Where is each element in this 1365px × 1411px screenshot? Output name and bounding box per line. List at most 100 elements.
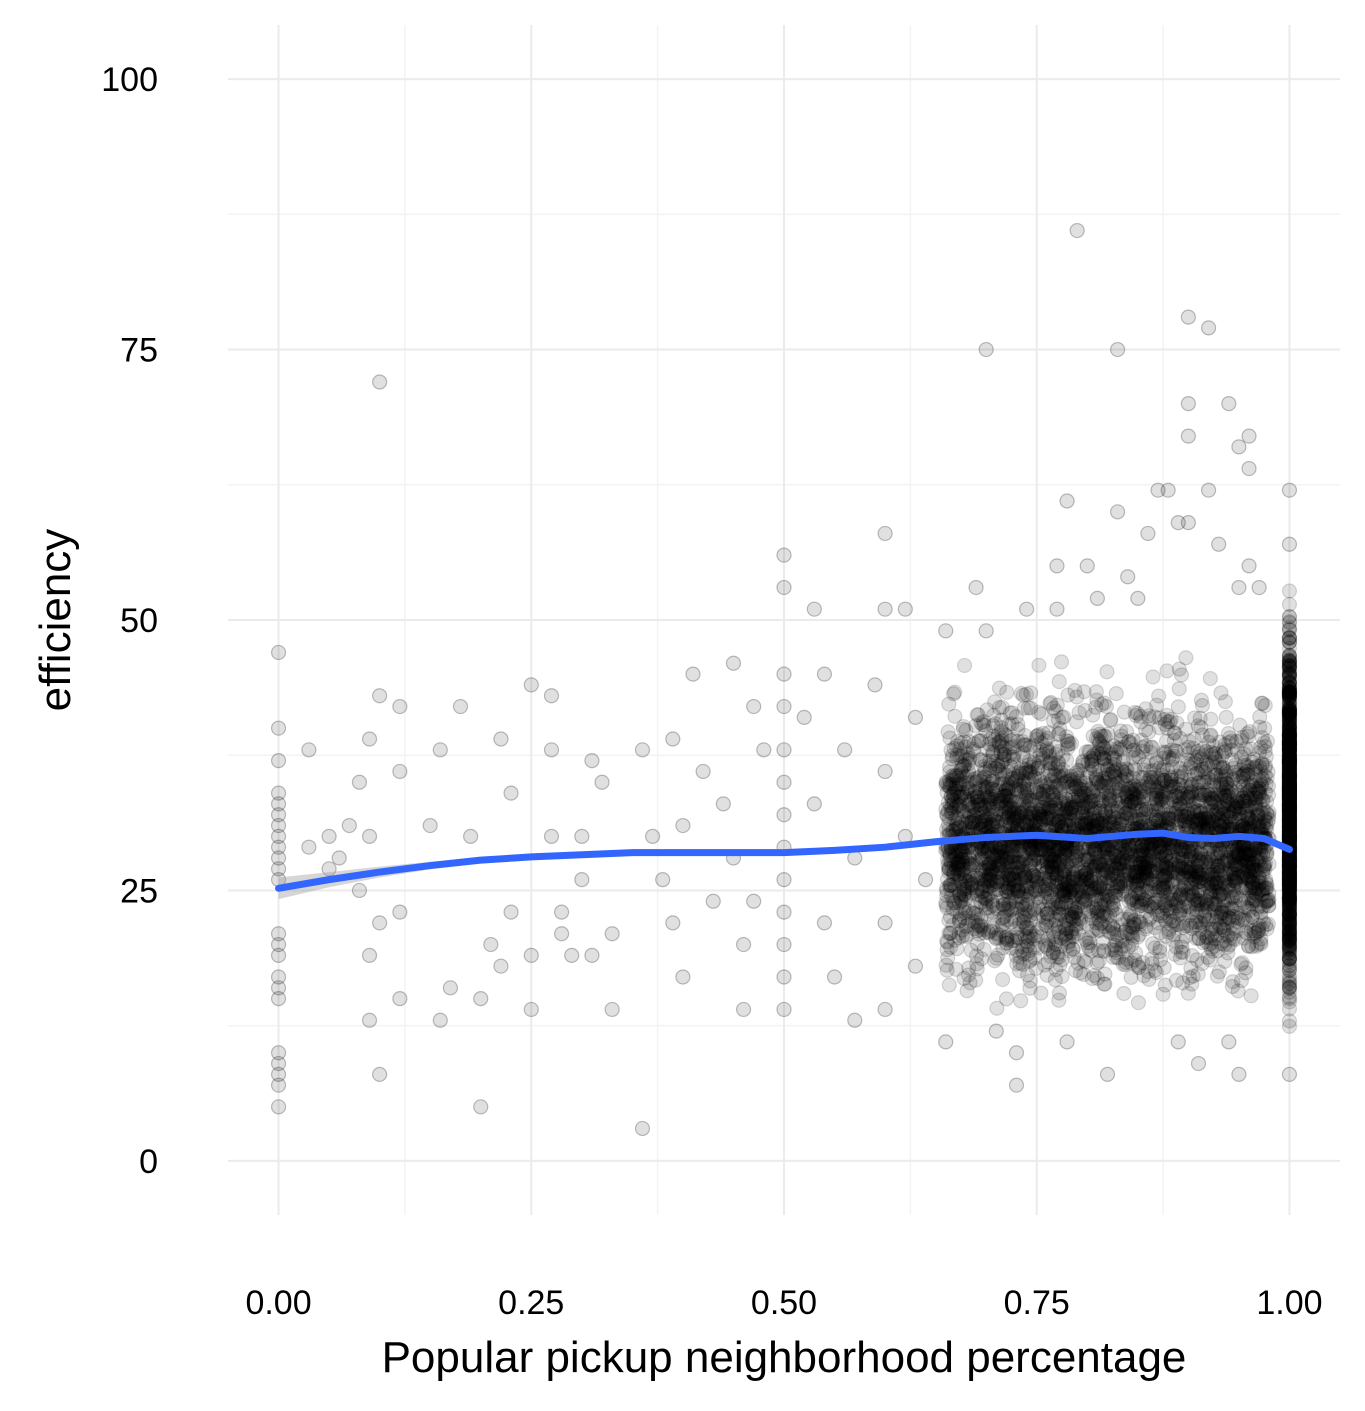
data-point xyxy=(1148,941,1162,955)
data-point xyxy=(1057,929,1071,943)
data-point xyxy=(1131,996,1145,1010)
data-point xyxy=(1158,978,1172,992)
data-point xyxy=(1253,720,1267,734)
data-point xyxy=(1149,802,1163,816)
data-point xyxy=(1159,785,1173,799)
data-point xyxy=(1246,876,1260,890)
data-point xyxy=(1170,744,1184,758)
data-point xyxy=(1175,786,1189,800)
data-point xyxy=(967,922,981,936)
data-point xyxy=(1282,1014,1296,1028)
data-point xyxy=(1139,702,1153,716)
data-point xyxy=(1020,784,1034,798)
data-point xyxy=(1142,725,1156,739)
data-point xyxy=(1222,736,1236,750)
data-point xyxy=(1108,849,1122,863)
data-point xyxy=(976,771,990,785)
data-point xyxy=(942,978,956,992)
data-point xyxy=(1244,924,1258,938)
data-point xyxy=(1052,986,1066,1000)
data-point xyxy=(1200,898,1214,912)
data-point xyxy=(1054,655,1068,669)
data-point xyxy=(1044,901,1058,915)
data-point xyxy=(970,957,984,971)
data-point xyxy=(1092,954,1106,968)
data-point xyxy=(960,984,974,998)
data-point xyxy=(1052,675,1066,689)
data-point xyxy=(1085,971,1099,985)
data-point xyxy=(1239,966,1253,980)
data-point xyxy=(1124,909,1138,923)
data-point xyxy=(1061,741,1075,755)
data-point xyxy=(1001,881,1015,895)
data-point xyxy=(1162,925,1176,939)
data-point xyxy=(1032,910,1046,924)
data-point xyxy=(1262,809,1276,823)
data-point xyxy=(1036,787,1050,801)
data-point xyxy=(997,790,1011,804)
data-point xyxy=(1117,888,1131,902)
data-point xyxy=(996,868,1010,882)
data-point xyxy=(1032,658,1046,672)
data-point xyxy=(1040,811,1054,825)
data-point xyxy=(990,951,1004,965)
data-point xyxy=(1218,788,1232,802)
data-point xyxy=(990,1001,1004,1015)
data-point xyxy=(1225,980,1239,994)
data-point xyxy=(1009,772,1023,786)
data-point xyxy=(1005,706,1019,720)
data-point xyxy=(1072,706,1086,720)
data-point xyxy=(1105,866,1119,880)
data-point xyxy=(1137,789,1151,803)
data-point xyxy=(1202,881,1216,895)
data-point xyxy=(1179,651,1193,665)
data-point xyxy=(1071,789,1085,803)
data-point xyxy=(1156,872,1170,886)
data-point xyxy=(1147,764,1161,778)
data-point xyxy=(1107,739,1121,753)
data-point xyxy=(1203,672,1217,686)
data-point xyxy=(1000,930,1014,944)
data-point xyxy=(987,812,1001,826)
data-point xyxy=(1203,930,1217,944)
data-point xyxy=(1217,919,1231,933)
data-point xyxy=(1122,838,1136,852)
data-point xyxy=(1016,957,1030,971)
data-point xyxy=(1210,969,1224,983)
data-point xyxy=(1205,855,1219,869)
data-point xyxy=(1256,772,1270,786)
data-point xyxy=(1241,729,1255,743)
data-point xyxy=(992,701,1006,715)
data-point xyxy=(1136,843,1150,857)
data-point xyxy=(1120,873,1134,887)
data-point xyxy=(1195,699,1209,713)
data-point xyxy=(1143,899,1157,913)
data-point xyxy=(1052,950,1066,964)
data-point xyxy=(946,902,960,916)
data-point xyxy=(1172,682,1186,696)
data-point xyxy=(1254,937,1268,951)
data-point xyxy=(1190,953,1204,967)
data-point xyxy=(1136,874,1150,888)
data-point xyxy=(1016,735,1030,749)
data-point xyxy=(1058,842,1072,856)
data-point xyxy=(1041,932,1055,946)
data-point xyxy=(1076,884,1090,898)
data-point xyxy=(1244,989,1258,1003)
data-point xyxy=(981,892,995,906)
data-point xyxy=(993,739,1007,753)
data-point xyxy=(954,763,968,777)
data-point xyxy=(1038,882,1052,896)
data-point xyxy=(1102,793,1116,807)
data-point xyxy=(1169,899,1183,913)
data-point xyxy=(941,935,955,949)
data-point xyxy=(1016,897,1030,911)
data-point xyxy=(1230,848,1244,862)
data-point xyxy=(1192,783,1206,797)
data-point xyxy=(1088,805,1102,819)
data-point xyxy=(1085,753,1099,767)
data-point xyxy=(1255,900,1269,914)
data-point xyxy=(1175,940,1189,954)
data-point xyxy=(1183,971,1197,985)
